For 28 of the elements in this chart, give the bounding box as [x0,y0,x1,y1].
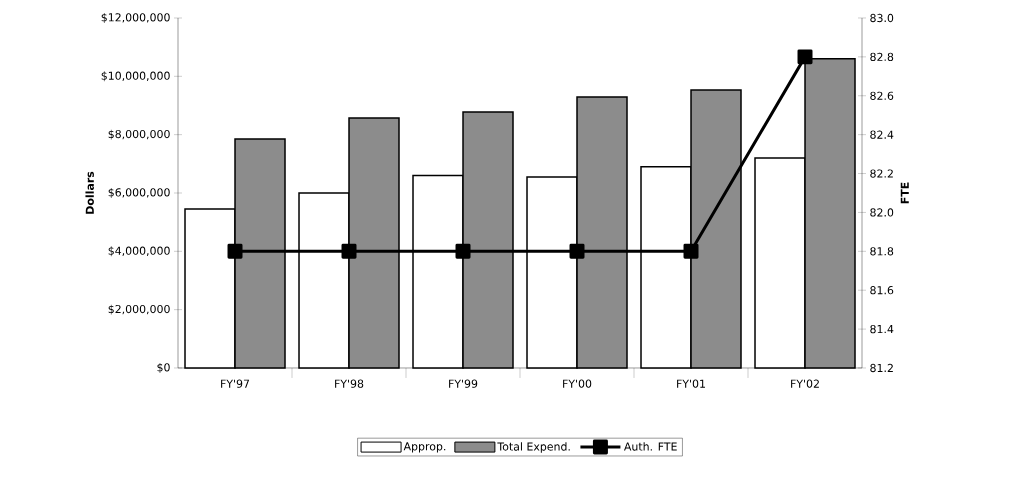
x-tick-label: FY'01 [677,379,705,388]
y2-tick-label: 82.4 [870,130,894,139]
y2-tick-label: 81.6 [870,286,894,295]
y-tick-label: $2,000,000 [108,304,170,315]
legend-label: Approp. [403,442,446,453]
y-tick-label: $12,000,000 [101,13,170,23]
y-tick-label: $10,000,000 [101,71,170,82]
y2-tick-label: 81.8 [870,247,894,256]
y2-tick-label: 82.0 [870,208,894,217]
legend-label: Auth. FTE [623,442,677,451]
y-tick-label: $4,000,000 [108,246,170,257]
y2-tick-label: 82.8 [870,52,894,62]
y2-tick-label: 83.0 [870,13,894,23]
y2-axis-title: FTE [900,182,909,204]
y-tick-label: $8,000,000 [108,129,170,140]
x-tick-label: FY'00 [563,379,592,388]
x-tick-label: FY'02 [791,379,819,388]
x-tick-label: FY'99 [449,379,478,388]
y2-tick-label: 82.2 [870,169,893,178]
y2-tick-label: 81.2 [870,363,893,373]
legend-label: Total Expend. [497,442,570,453]
y-tick-label: $6,000,000 [108,188,170,198]
y-axis-title: Dollars [85,171,94,214]
y-tick-label: $0 [157,363,170,373]
y2-tick-label: 81.4 [870,324,894,334]
x-tick-label: FY'98 [335,379,364,388]
y2-tick-label: 82.6 [870,91,894,100]
x-tick-label: FY'97 [221,379,250,388]
